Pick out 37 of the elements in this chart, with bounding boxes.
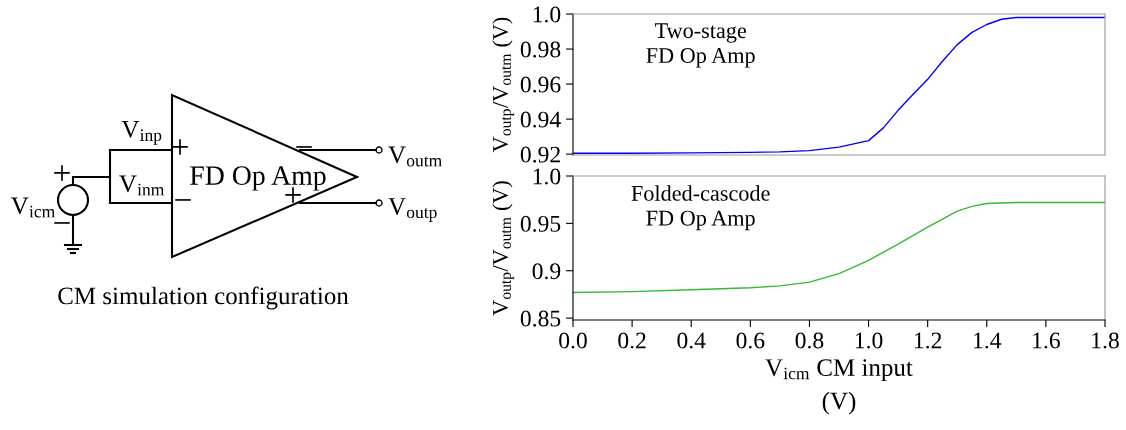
y-tick-label: 0.92 [520,146,560,163]
text: V$_{outp}$ [388,198,437,222]
text: V$_{outm}$ [388,146,442,167]
text: − [296,146,312,148]
y-tick-label: 0.98 [520,41,561,58]
y-axis-title: V$_{outp}$/V$_{outm}$ (V) [492,17,515,153]
y-tick-label: 0.85 [520,310,561,327]
text: − [54,222,70,224]
x-tick-label: 0.8 [795,332,824,349]
x-tick-label: 0.4 [677,332,706,349]
y-tick-label: 0.9 [532,263,561,280]
x-tick-label: 1.4 [974,332,1002,349]
y-tick-label: 0.95 [520,215,561,232]
annotation: Two-stage FD Op Amp [646,23,755,68]
x-tick-label: 1.8 [1092,332,1119,349]
annotation: Folded-cascode FD Op Amp [631,185,770,231]
y-axis-title: V$_{outp}$/V$_{outm}$ (V) [492,181,515,316]
text: V$_{inp}$ [121,121,162,145]
text: CM simulation configuration [58,286,349,310]
text: + [54,165,70,181]
x-tick-label: 1.6 [1033,332,1060,349]
line-series [573,16,1105,154]
text: + [172,139,188,155]
text: V$_{inm}$ [119,175,165,196]
text: − [175,199,191,201]
y-tick-label: 0.96 [520,76,561,93]
x-tick-label: 0.6 [736,332,765,349]
x-axis-title: V$_{icm}$ CM input (V) [765,359,913,415]
x-tick-label: 1.2 [914,332,942,349]
y-tick-label: 1.0 [533,168,561,185]
y-tick-label: 1.0 [533,6,561,23]
text: V$_{icm}$ [11,197,55,218]
line-series [573,201,1105,294]
x-tick-label: 1.0 [855,332,883,349]
x-tick-label: 0.0 [559,332,587,349]
y-tick-label: 0.94 [520,111,561,128]
x-tick-label: 0.2 [618,332,646,349]
